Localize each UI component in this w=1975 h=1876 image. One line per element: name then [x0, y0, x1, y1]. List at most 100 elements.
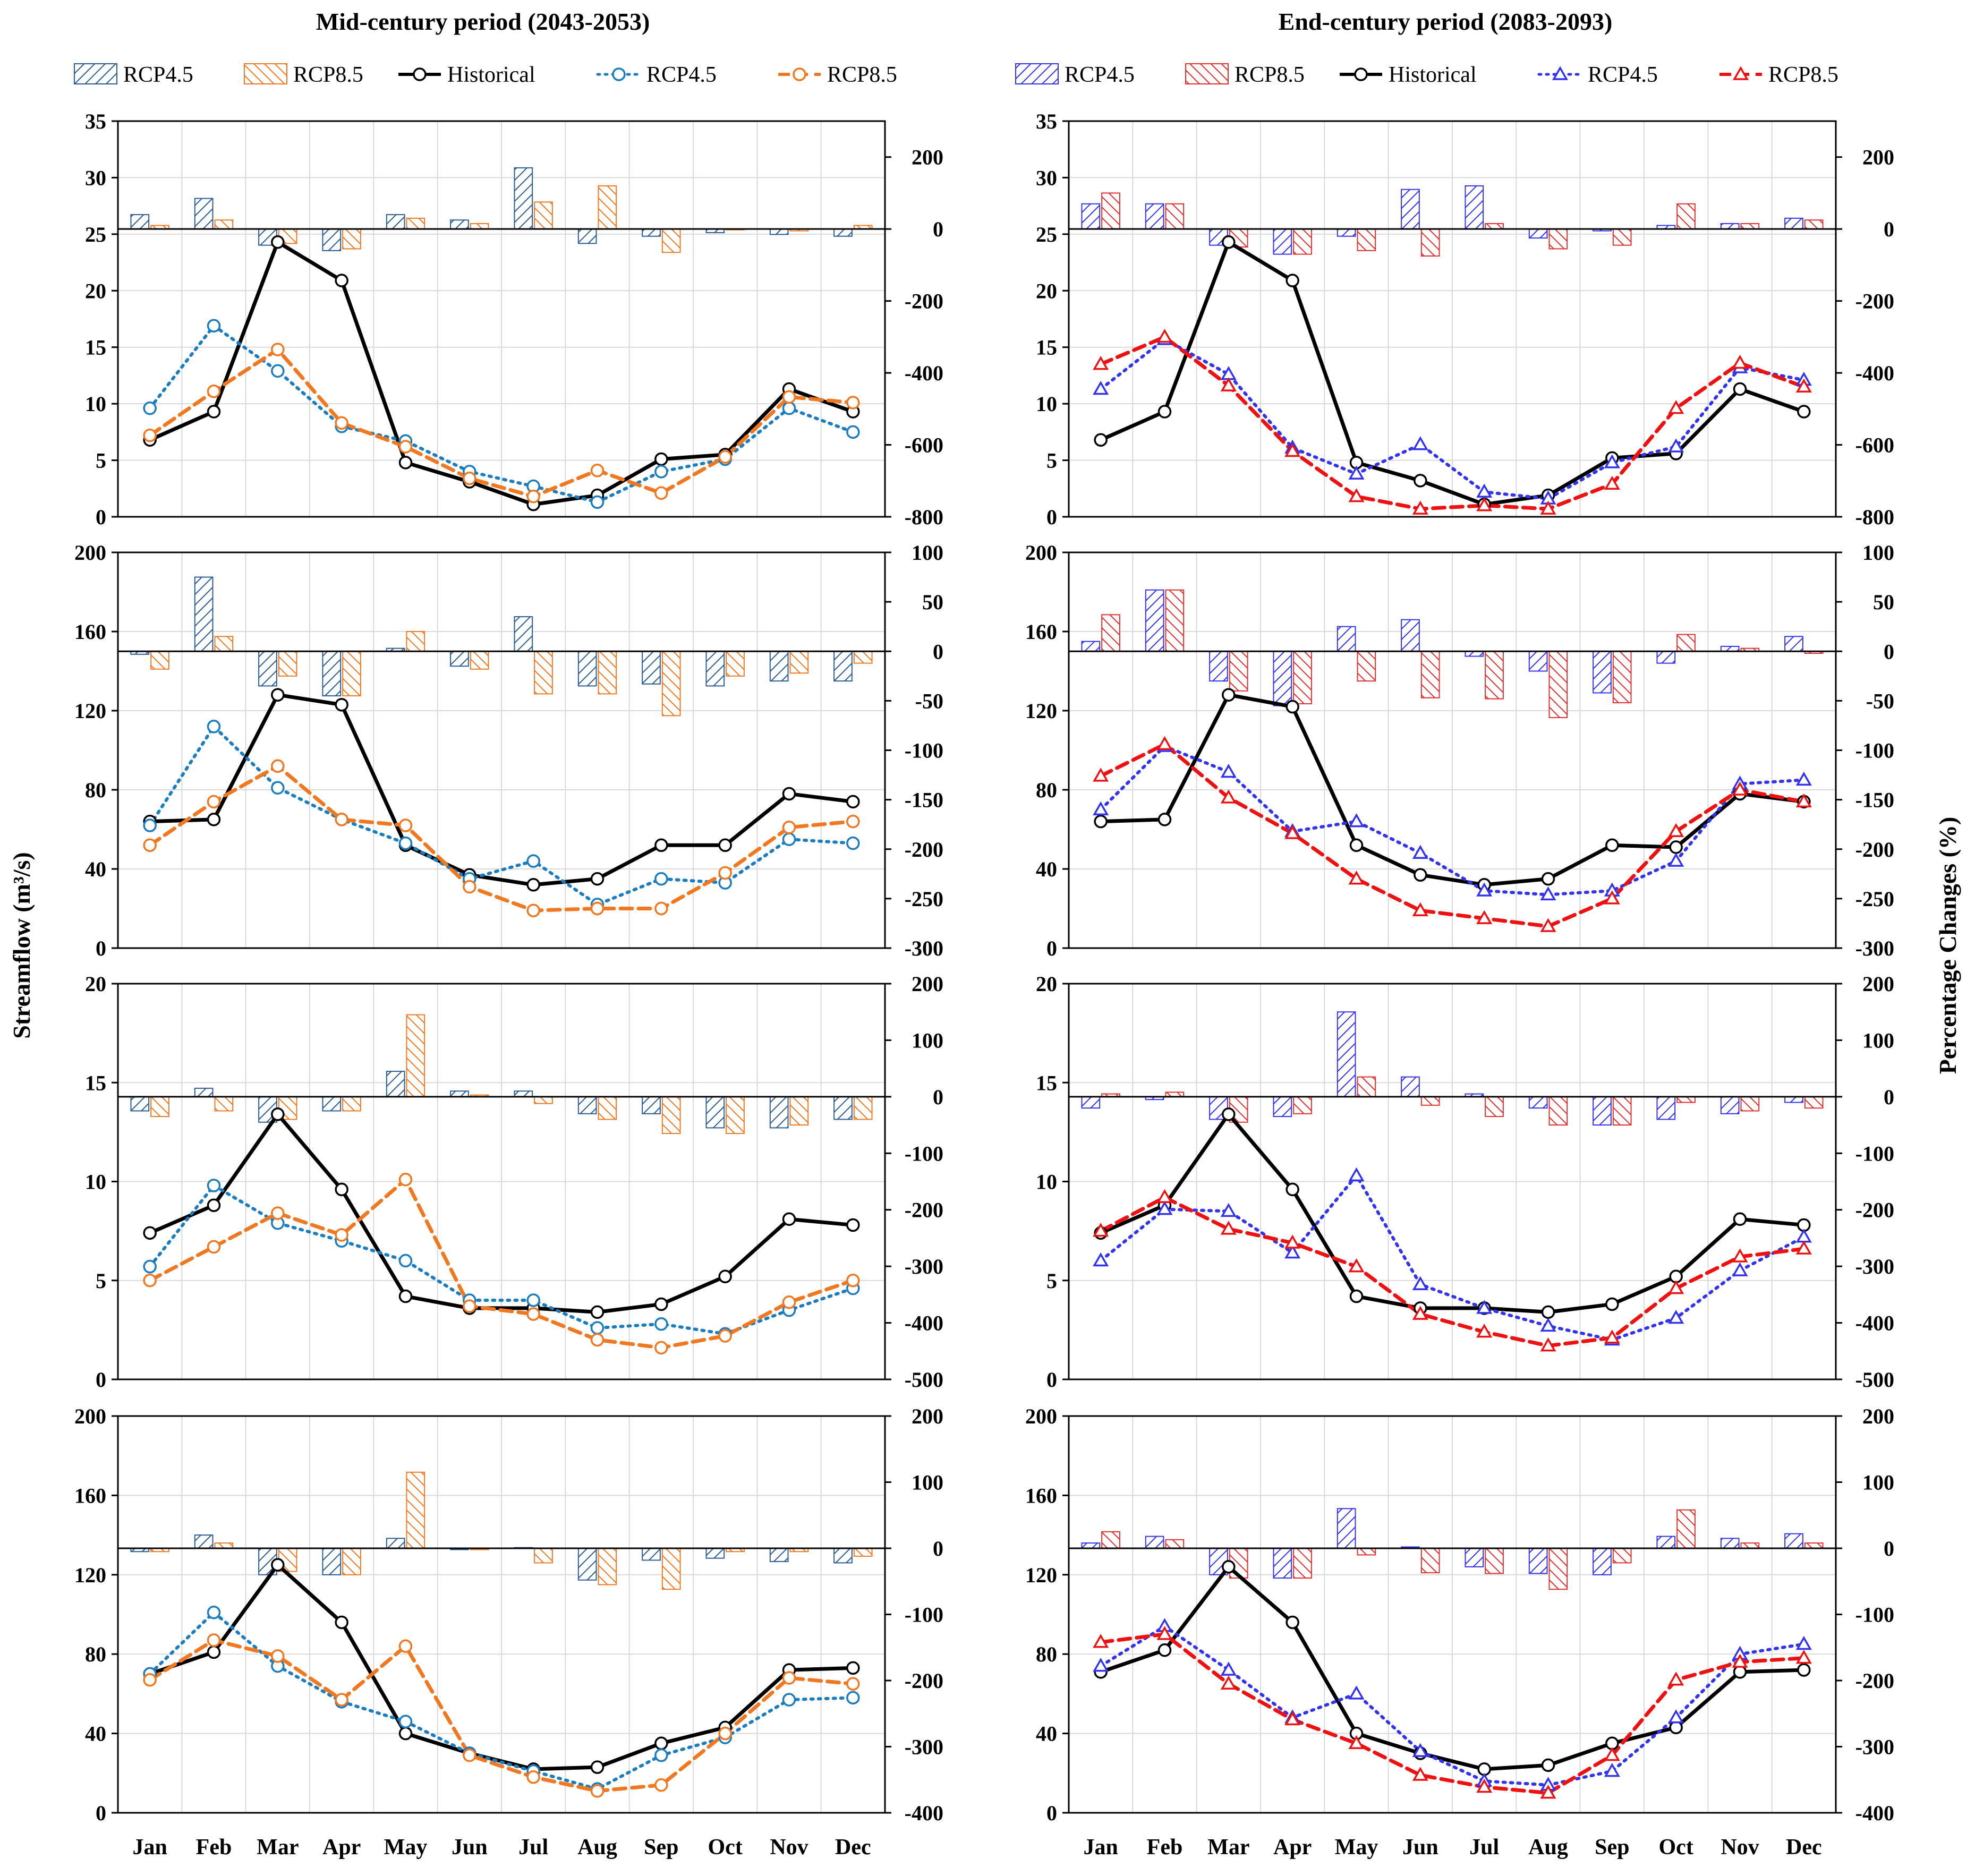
bar-rcp85: [726, 651, 745, 677]
line-historical: [1099, 693, 1806, 887]
marker-rcp85: [1156, 1626, 1173, 1640]
line-rcp45: [1099, 1174, 1806, 1342]
marker-rcp85: [1284, 825, 1301, 839]
marker-rcp45: [1668, 852, 1684, 867]
bar-rcp85: [342, 1096, 361, 1112]
x-axis-tick-label: Jul: [518, 1835, 548, 1860]
bar-rcp45: [514, 616, 533, 652]
left-axis-tick-label: 0: [96, 936, 106, 960]
bar-rcp85: [1485, 1548, 1504, 1574]
legend-bar-rcp45-swatch: [1015, 63, 1059, 84]
bar-rcp85: [534, 1096, 553, 1104]
marker-historical: [271, 1558, 285, 1572]
right-axis-tick-label: -300: [905, 936, 943, 960]
marker-rcp85: [1668, 400, 1684, 414]
marker-rcp85: [1220, 1675, 1237, 1690]
marker-historical: [1605, 1297, 1619, 1311]
line-historical: [1099, 1112, 1806, 1314]
marker-historical: [846, 1661, 860, 1675]
legend-line-rcp45-label: RCP4.5: [1588, 63, 1658, 87]
left-axis-tick-label: 160: [74, 620, 106, 644]
x-axis-tick-label: Nov: [770, 1835, 808, 1860]
bar-rcp85: [534, 1548, 553, 1564]
bar-rcp85: [726, 1096, 745, 1135]
right-axis-tick-label: -150: [905, 788, 943, 812]
marker-rcp45: [782, 401, 796, 415]
marker-rcp45: [846, 836, 860, 850]
left-axis-tick-label: 15: [85, 1071, 106, 1095]
marker-rcp85: [1540, 1785, 1556, 1799]
right-axis-tick-label: -400: [1855, 1311, 1894, 1335]
marker-rcp45: [1668, 1309, 1684, 1324]
bar-rcp45: [1528, 1096, 1548, 1109]
left-axis-tick-label: 80: [85, 778, 106, 802]
marker-rcp85: [590, 463, 605, 477]
marker-historical: [526, 878, 540, 892]
x-axis-tick-label: Feb: [196, 1835, 232, 1860]
left-axis-tick-label: 200: [1025, 541, 1057, 565]
bar-rcp45: [1656, 1536, 1676, 1549]
bar-rcp45: [130, 1096, 150, 1112]
left-axis-tick-label: 15: [1036, 336, 1057, 360]
marker-rcp85: [143, 1274, 157, 1287]
left-axis-tick-label: 0: [1046, 936, 1057, 960]
right-axis-tick-label: -50: [915, 689, 943, 713]
bar-rcp45: [322, 1096, 342, 1112]
left-axis-tick-label: 30: [85, 166, 106, 190]
marker-rcp85: [1668, 1280, 1684, 1294]
bar-rcp85: [278, 651, 297, 677]
bar-rcp45: [833, 1096, 853, 1120]
y-axis-label-right: Percentage Changes (%): [1934, 817, 1961, 1075]
bar-rcp45: [769, 651, 789, 682]
marker-historical: [1797, 1663, 1811, 1677]
left-axis-tick-label: 25: [1036, 223, 1057, 246]
bar-rcp85: [598, 1096, 617, 1120]
right-axis-tick-label: -400: [905, 361, 943, 385]
marker-rcp85: [846, 396, 860, 410]
bar-rcp85: [1420, 1548, 1440, 1574]
bar-rcp45: [1145, 589, 1164, 652]
left-axis-tick-label: 10: [1036, 1170, 1057, 1194]
bar-rcp45: [1336, 228, 1356, 237]
bar-rcp45: [1784, 1096, 1803, 1103]
marker-rcp85: [1220, 789, 1237, 804]
marker-rcp45: [1093, 1252, 1109, 1267]
line-rcp45: [1099, 337, 1806, 500]
marker-rcp85: [526, 1770, 540, 1784]
marker-historical: [1414, 474, 1427, 488]
bar-rcp45: [1784, 636, 1803, 652]
x-axis-tick-label: Oct: [1659, 1835, 1693, 1860]
marker-rcp85: [1284, 443, 1301, 457]
marker-historical: [590, 872, 605, 886]
marker-rcp85: [718, 1329, 732, 1343]
bar-rcp45: [1273, 1548, 1292, 1579]
line-rcp85: [1099, 1195, 1806, 1348]
right-axis-tick-label: 100: [912, 1471, 943, 1495]
bar-rcp45: [386, 214, 405, 230]
marker-rcp85: [335, 1693, 348, 1707]
marker-rcp85: [782, 821, 796, 834]
marker-rcp45: [846, 1691, 860, 1705]
marker-rcp85: [1604, 890, 1620, 905]
right-axis-tick-label: 200: [912, 1404, 943, 1428]
bar-rcp45: [1401, 619, 1420, 652]
marker-rcp85: [718, 1726, 732, 1741]
marker-rcp45: [143, 1259, 157, 1274]
line-historical: [1099, 240, 1806, 507]
bar-rcp85: [534, 651, 553, 695]
marker-historical: [207, 1198, 221, 1212]
marker-historical: [1669, 1720, 1683, 1735]
marker-rcp85: [1476, 1324, 1493, 1338]
marker-historical: [143, 1226, 157, 1240]
marker-rcp45: [1668, 1709, 1684, 1724]
marker-rcp45: [1540, 1317, 1556, 1332]
line-rcp45: [1099, 1624, 1806, 1787]
marker-rcp45: [1093, 801, 1109, 815]
left-axis-tick-label: 0: [1046, 1801, 1057, 1825]
left-axis-tick-label: 40: [85, 1722, 106, 1746]
marker-rcp45: [654, 1748, 668, 1762]
right-axis-tick-label: -800: [1855, 505, 1894, 529]
marker-rcp45: [1284, 1244, 1301, 1259]
marker-rcp45: [590, 495, 605, 509]
left-axis-tick-label: 40: [85, 857, 106, 881]
